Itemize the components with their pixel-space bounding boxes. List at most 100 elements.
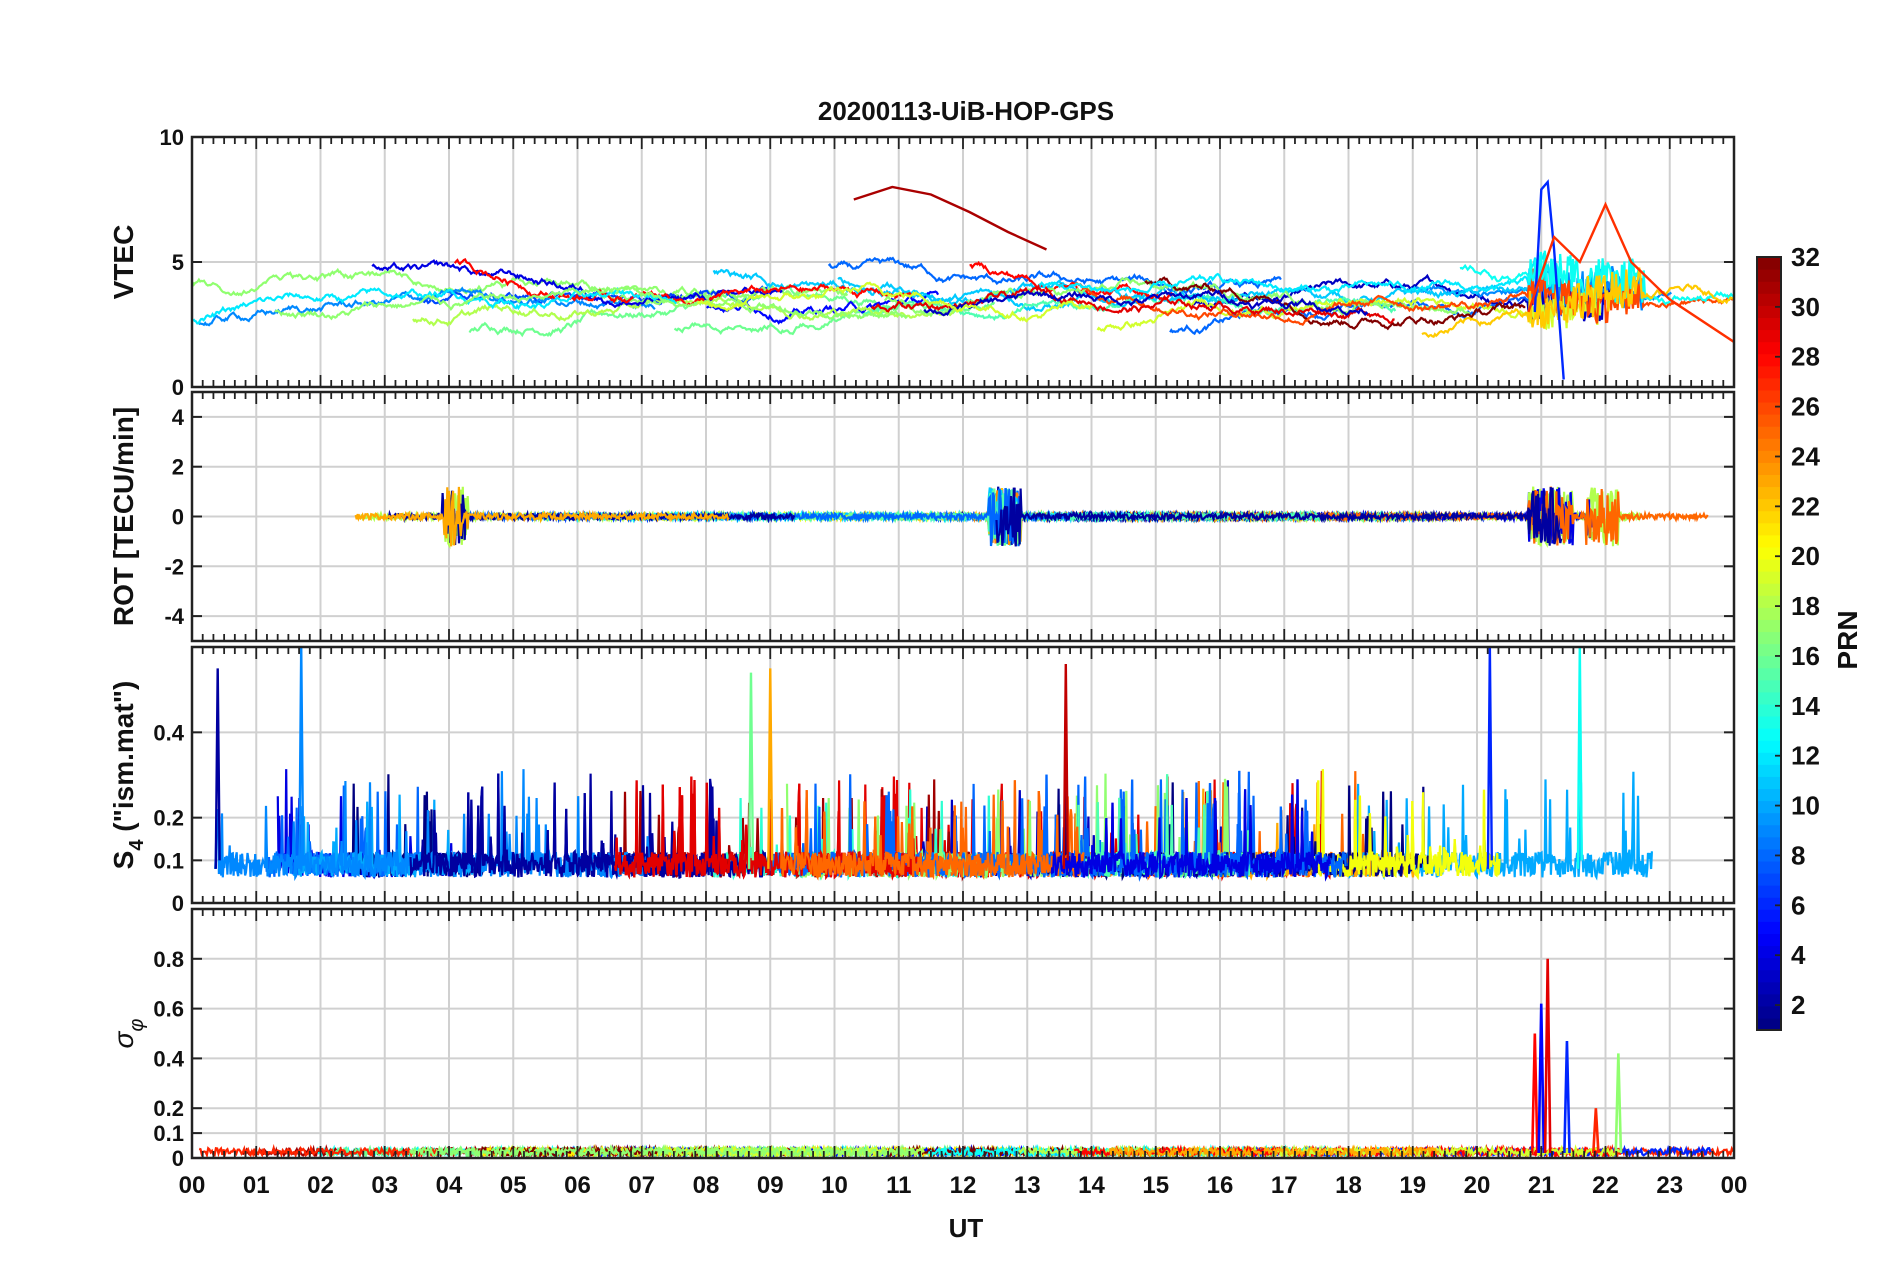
- x-axis-label: UT: [949, 1213, 984, 1243]
- y-tick-label: 0.4: [153, 720, 184, 745]
- colorbar-segment: [1757, 679, 1781, 693]
- peak-line: [767, 668, 774, 869]
- colorbar-segment: [1757, 788, 1781, 802]
- colorbar-segment: [1757, 728, 1781, 741]
- colorbar-segment: [1757, 740, 1781, 753]
- colorbar-segment: [1757, 317, 1781, 331]
- colorbar-tick-label: 28: [1791, 342, 1820, 372]
- x-tick-label: 19: [1399, 1172, 1426, 1199]
- peak-line: [214, 668, 221, 869]
- y-tick-label: -2: [164, 554, 184, 579]
- series-line: [192, 287, 678, 325]
- colorbar-segment: [1757, 1005, 1781, 1019]
- y-tick-label: 0.8: [153, 947, 184, 972]
- colorbar-segment: [1757, 571, 1781, 584]
- series-line-highlight: [1527, 201, 1734, 344]
- colorbar-tick-label: 2: [1791, 990, 1805, 1020]
- colorbar-segment: [1757, 426, 1781, 439]
- y-tick-label: 4: [172, 405, 185, 430]
- panel-2: -4 -2 0 2 4 ROT [TECU/min]: [108, 390, 1736, 643]
- colorbar-segment: [1757, 909, 1781, 922]
- y-axis-label-suffix: ("ism.mat"): [108, 681, 139, 840]
- colorbar-tick-label: 30: [1791, 292, 1820, 322]
- colorbar-segment: [1757, 353, 1781, 367]
- colorbar-segment: [1757, 993, 1781, 1007]
- peak-line: [1486, 647, 1493, 869]
- colorbar-segment: [1757, 957, 1781, 971]
- x-tick-label: 13: [1014, 1172, 1041, 1199]
- spike-line: [1530, 1033, 1539, 1154]
- series-line-highlight: [1533, 179, 1565, 380]
- colorbar-segment: [1757, 474, 1781, 488]
- y-tick-label: 10: [160, 125, 184, 150]
- colorbar-tick-label: 22: [1791, 491, 1820, 521]
- x-tick-label: 23: [1656, 1172, 1683, 1199]
- y-axis-label-sub: φ: [126, 1019, 148, 1032]
- colorbar-segment: [1757, 462, 1781, 476]
- colorbar-segment: [1757, 715, 1781, 729]
- y-axis-label: VTEC: [108, 225, 139, 300]
- colorbar-segment: [1757, 438, 1781, 451]
- colorbar-segment: [1757, 836, 1781, 850]
- series-line: [923, 289, 1369, 317]
- spike-line: [1543, 958, 1552, 1154]
- peak-line: [1062, 664, 1069, 869]
- series-line: [1096, 283, 1602, 333]
- y-axis-label-sub: 4: [126, 839, 148, 851]
- y-tick-label: 0.6: [153, 997, 184, 1022]
- colorbar-segment: [1757, 776, 1781, 790]
- colorbar-segment: [1757, 293, 1781, 306]
- colorbar-segment: [1757, 546, 1781, 560]
- colorbar-segment: [1757, 329, 1781, 343]
- panel-3: 00.10.20.4S4 ("ism.mat"): [108, 645, 1736, 916]
- panel-data: [214, 647, 1653, 882]
- colorbar-segment: [1757, 667, 1781, 681]
- series-line: [673, 300, 996, 336]
- colorbar-tick-label: 12: [1791, 741, 1820, 771]
- colorbar-segment: [1757, 848, 1781, 862]
- colorbar-tick-label: 32: [1791, 242, 1820, 272]
- colorbar-segment: [1757, 643, 1781, 657]
- colorbar-segment: [1757, 414, 1781, 427]
- y-axis-label-main: S: [108, 851, 139, 870]
- colorbar-tick-label: 10: [1791, 791, 1820, 821]
- x-tick-label: 04: [436, 1172, 463, 1199]
- colorbar-segment: [1757, 257, 1781, 270]
- x-tick-label: 16: [1207, 1172, 1234, 1199]
- colorbar-segment: [1757, 981, 1781, 995]
- panel-4: 00.10.2 0.4 0.6 0.8 σφ: [108, 907, 1736, 1171]
- x-tick-label: 02: [307, 1172, 334, 1199]
- series-line: [995, 487, 1563, 547]
- x-tick-label: 00: [179, 1172, 206, 1199]
- panel-data: [198, 958, 1734, 1158]
- colorbar-segment: [1757, 534, 1781, 548]
- colorbar-tick-label: 26: [1791, 392, 1820, 422]
- colorbar-segment: [1757, 860, 1781, 874]
- colorbar-segment: [1757, 607, 1781, 620]
- series-line: [969, 260, 1175, 301]
- y-tick-label: 5: [172, 250, 184, 275]
- y-tick-label: 0: [172, 505, 184, 530]
- colorbar-segment: [1757, 389, 1781, 403]
- chart-title: 20200113-UiB-HOP-GPS: [818, 96, 1114, 126]
- y-axis-label-main: σ: [108, 1030, 139, 1048]
- colorbar-segment: [1757, 486, 1781, 500]
- panel-data: [192, 179, 1734, 380]
- colorbar-segment: [1757, 764, 1781, 777]
- x-axis: 00 01 02 03 04 05 06 07 08 09 10 11 12 13 14 15 16 17 18 19…: [179, 1172, 1748, 1199]
- colorbar-tick-label: 18: [1791, 591, 1820, 621]
- x-tick-label: 21: [1528, 1172, 1555, 1199]
- colorbar-segment: [1757, 897, 1781, 910]
- colorbar-segment: [1757, 824, 1781, 838]
- colorbar-segment: [1757, 377, 1781, 391]
- colorbar-segment: [1757, 703, 1781, 717]
- x-tick-label: 06: [564, 1172, 591, 1199]
- x-tick-label: 08: [693, 1172, 720, 1199]
- colorbar-segment: [1757, 1017, 1781, 1031]
- colorbar-segment: [1757, 885, 1781, 898]
- spike-line: [1563, 1040, 1571, 1154]
- colorbar-tick-label: 14: [1791, 691, 1820, 721]
- y-tick-label: 0.1: [153, 1121, 184, 1146]
- spike-line: [1591, 1108, 1600, 1154]
